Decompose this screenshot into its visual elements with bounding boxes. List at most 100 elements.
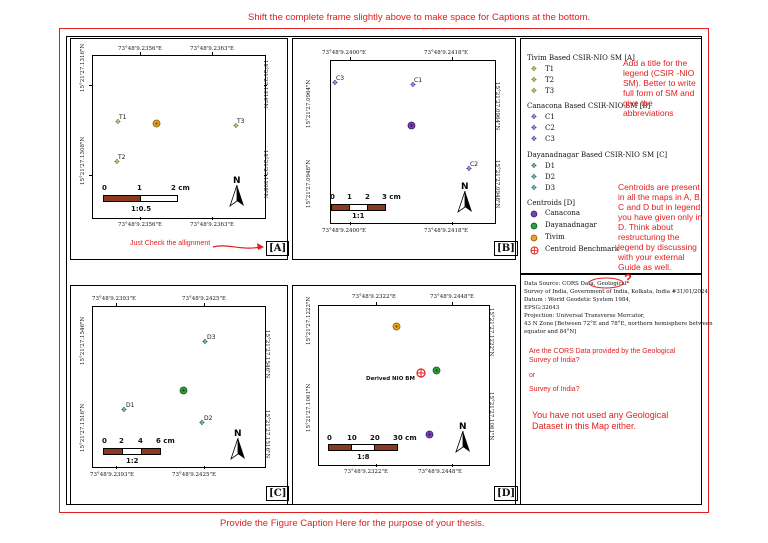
panel-a-top-left-coord: 73°48'9.2356"E <box>118 46 163 52</box>
panel-a-top-right-coord: 73°48'9.2363"E <box>190 46 235 52</box>
panel-b-top-right-coord: 73°48'9.2418"E <box>424 50 469 56</box>
centroid-dayanadnagar-marker-d <box>432 366 441 375</box>
panel-b-letter: [B] <box>494 241 518 256</box>
legend-title-annotation: Add a title for the legend (CSIR -NIO SM… <box>623 58 696 118</box>
panel-c-map <box>92 306 266 468</box>
legend-t3: T3 <box>545 87 555 95</box>
panel-c-scale-tick-3: 6 cm <box>156 437 175 445</box>
point-d3-icon: ✥ <box>202 338 208 346</box>
panel-c-scale-tick-0: 0 <box>102 437 107 445</box>
legend-benchmark-icon <box>530 246 539 255</box>
legend-tivim-icon <box>530 234 538 242</box>
panel-d-scale-ratio: 1:8 <box>357 453 370 461</box>
panel-c-scale-ratio: 1:2 <box>126 457 139 465</box>
legend-tivim: Tivim <box>545 233 565 241</box>
legend-d1: D1 <box>545 162 556 170</box>
legend-panel <box>520 38 702 274</box>
panel-b-bottom-left-coord: 73°48'9.2400"E <box>322 228 367 234</box>
panel-a-letter: [A] <box>266 241 290 256</box>
panel-b-scale-tick-3: 3 cm <box>382 193 401 201</box>
panel-d-bottom-right-coord: 73°48'9.2448"E <box>418 469 463 475</box>
panel-a <box>70 38 288 260</box>
alignment-arrow-icon <box>212 243 264 250</box>
panel-c-bottom-right-coord: 73°48'9.2425"E <box>172 472 217 478</box>
panel-c-left-top-coord: 15°21'27.1546"N <box>80 316 86 365</box>
legend-canacona: Canacona <box>545 209 581 217</box>
legend-centroid-benchmark: Centroid Benchmark <box>545 245 619 253</box>
point-t3-label: T3 <box>237 118 245 125</box>
centroid-tivim-marker <box>152 119 161 128</box>
point-d3-label: D3 <box>207 334 216 341</box>
datasource-line-5: Projection: Universal Transverse Mercato… <box>524 313 645 319</box>
geological-highlight-ellipse <box>588 277 624 289</box>
legend-c-icon: ✥ <box>531 135 537 143</box>
centroid-benchmark-marker <box>416 368 426 378</box>
panel-a-scalebar <box>103 195 141 202</box>
panel-a-map <box>92 55 266 219</box>
cors-question-1: Are the CORS Data provided by the Geolog… <box>529 348 676 364</box>
legend-c-icon: ✥ <box>531 124 537 132</box>
panel-d-map <box>318 305 490 466</box>
panel-d-right-bottom-coord: 15°21'27.1061"N <box>488 392 494 441</box>
cors-or: or <box>529 372 536 379</box>
panel-b-right-bottom-coord: 15°21'27.0948"N <box>494 160 500 209</box>
panel-d-top-left-coord: 73°48'9.2322"E <box>352 294 397 300</box>
panel-c-right-bottom-coord: 15°21'27.1516"N <box>264 410 270 459</box>
panel-d-scale-tick-2: 20 <box>370 434 380 442</box>
point-t2-label: T2 <box>118 154 126 161</box>
point-d1-icon: ✥ <box>121 406 127 414</box>
panel-b-scale-tick-0: 0 <box>330 193 335 201</box>
point-c2-label: C2 <box>470 161 479 168</box>
svg-text:N: N <box>234 429 242 439</box>
legend-group-a-title: Tivim Based CSIR-NIO SM [A] <box>527 54 635 62</box>
legend-c1: C1 <box>545 113 555 121</box>
question-mark: ? <box>624 271 632 286</box>
point-d2-icon: ✥ <box>199 419 205 427</box>
point-d1-label: D1 <box>126 402 135 409</box>
panel-d-scale-tick-3: 30 cm <box>393 434 417 442</box>
derived-bm-label: Derived NIO BM <box>366 376 415 382</box>
point-c2-icon: ✥ <box>466 165 472 173</box>
legend-d3: D3 <box>545 184 556 192</box>
panel-c-scale-tick-2: 4 <box>138 437 143 445</box>
legend-d-icon: ✥ <box>531 184 537 192</box>
panel-b-scalebar <box>331 204 350 211</box>
svg-text:N: N <box>461 182 469 192</box>
panel-b-scale-tick-2: 2 <box>365 193 370 201</box>
panel-d-left-top-coord: 15°21'27.1222"N <box>306 296 312 345</box>
panel-a-left-bottom-coord: 15°21'27.1308"N <box>80 136 86 185</box>
panel-c <box>70 285 288 505</box>
panel-c-left-bottom-coord: 15°21'27.1516"N <box>80 403 86 452</box>
legend-t1: T1 <box>545 65 555 73</box>
bottom-annotation: Provide the Figure Caption Here for the … <box>220 518 485 529</box>
centroids-annotation: Centroids are present in all the maps in… <box>618 182 703 272</box>
point-t2-icon: ✥ <box>114 158 120 166</box>
panel-c-letter: [C] <box>266 486 290 501</box>
panel-b-left-top-coord: 15°21'27.0964"N <box>306 79 312 128</box>
centroid-dayanadnagar-marker <box>179 386 188 395</box>
datasource-line-4: EPSG:32643 <box>524 305 560 311</box>
point-c1-label: C1 <box>414 77 423 84</box>
panel-d-scale-tick-1: 10 <box>347 434 357 442</box>
point-t1-icon: ✥ <box>115 118 121 126</box>
datasource-line-2: Survey of India, Government of India, Ko… <box>524 289 709 295</box>
point-c1-icon: ✥ <box>410 81 416 89</box>
legend-c2: C2 <box>545 124 555 132</box>
cors-question-2: Survey of India? <box>529 386 580 393</box>
panel-d-scalebar <box>328 444 352 451</box>
panel-c-top-right-coord: 73°48'9.2425"E <box>182 296 227 302</box>
legend-canacona-icon <box>530 210 538 218</box>
legend-dayanadnagar-icon <box>530 222 538 230</box>
svg-text:N: N <box>233 176 241 186</box>
panel-a-scale-ratio: 1:0.5 <box>131 205 152 213</box>
point-c3-icon: ✥ <box>332 79 338 87</box>
panel-a-scale-tick-2: 2 cm <box>171 184 190 192</box>
centroid-tivim-marker-d <box>392 322 401 331</box>
datasource-line-7: equator and 84°N] <box>524 329 577 335</box>
panel-d-right-top-coord: 15°21'27.1222"N <box>488 308 494 357</box>
legend-d-icon: ✥ <box>531 173 537 181</box>
legend-d-icon: ✥ <box>531 162 537 170</box>
legend-c-icon: ✥ <box>531 113 537 121</box>
legend-group-b-title: Canacona Based CSIR-NIO SM [B] <box>527 102 651 110</box>
panel-b-scale-tick-1: 1 <box>347 193 352 201</box>
